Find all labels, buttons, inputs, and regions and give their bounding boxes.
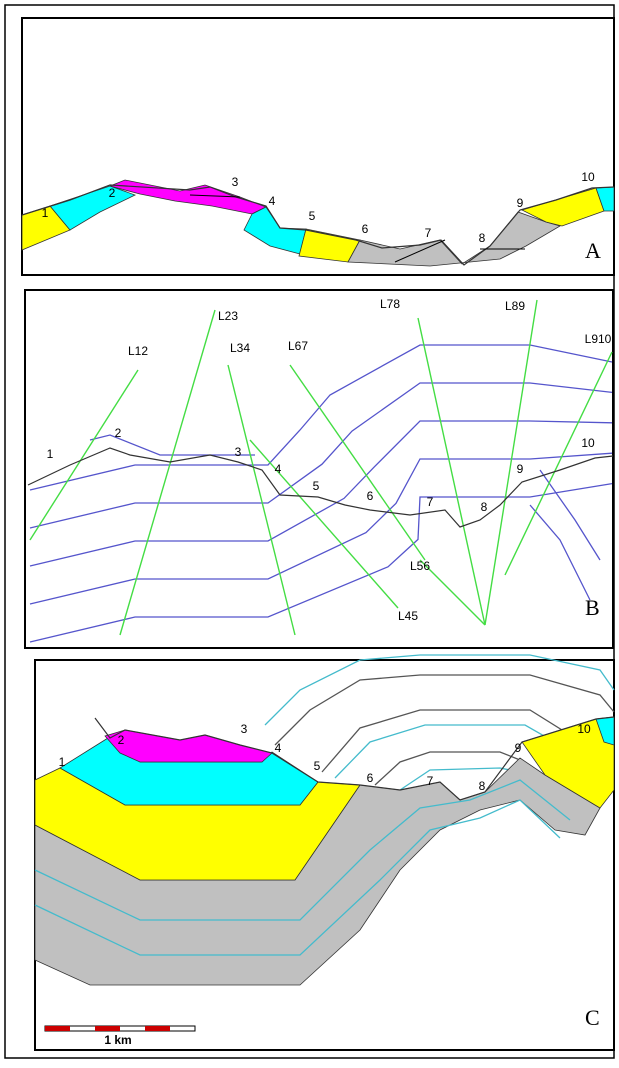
panel-label: A <box>585 238 601 263</box>
point-label: 1 <box>59 755 66 769</box>
figure: A 1 2 3 4 5 6 7 8 9 10 B 1 2 3 4 5 6 7 8 9 10 L12 L23 L34 L67 L78 L… <box>0 0 619 1063</box>
line-label: L12 <box>128 344 148 358</box>
point-label: 4 <box>275 462 282 476</box>
scale-bar-segment <box>145 1026 170 1031</box>
line-label: L89 <box>505 299 525 313</box>
scale-label: 1 km <box>104 1033 131 1047</box>
point-label: 2 <box>109 186 116 200</box>
scale-bar-segment <box>45 1026 70 1031</box>
panel-label: B <box>585 595 600 620</box>
point-label: 6 <box>362 222 369 236</box>
point-label: 9 <box>517 462 524 476</box>
page: {"panels": [ {"label": "A", "points": ["… <box>0 0 619 1063</box>
line-label: L45 <box>398 609 418 623</box>
panel-c <box>35 655 614 1050</box>
point-label: 7 <box>427 774 434 788</box>
scale-bar-segment <box>95 1026 120 1031</box>
point-label: 8 <box>481 500 488 514</box>
point-label: 3 <box>235 445 242 459</box>
panel-frame <box>25 290 613 648</box>
scale-bar <box>45 1026 195 1031</box>
point-label: 3 <box>241 722 248 736</box>
line-label: L910 <box>585 332 612 346</box>
line-label: L67 <box>288 339 308 353</box>
point-label: 7 <box>427 495 434 509</box>
point-label: 1 <box>42 206 49 220</box>
point-label: 10 <box>581 436 595 450</box>
point-label: 10 <box>577 722 591 736</box>
point-label: 2 <box>118 733 125 747</box>
point-label: 5 <box>309 209 316 223</box>
point-label: 8 <box>479 231 486 245</box>
point-label: 9 <box>517 196 524 210</box>
point-label: 4 <box>269 194 276 208</box>
point-label: 4 <box>275 741 282 755</box>
point-label: 6 <box>367 489 374 503</box>
point-label: 3 <box>232 175 239 189</box>
point-label: 5 <box>313 479 320 493</box>
line-label: L34 <box>230 341 250 355</box>
line-label: L78 <box>380 297 400 311</box>
line-label: L23 <box>218 309 238 323</box>
point-label: 9 <box>515 741 522 755</box>
line-label: L56 <box>410 559 430 573</box>
panel-a <box>22 18 614 275</box>
point-label: 5 <box>314 759 321 773</box>
point-label: 7 <box>425 226 432 240</box>
point-label: 2 <box>115 426 122 440</box>
point-label: 1 <box>47 447 54 461</box>
point-label: 6 <box>367 771 374 785</box>
panel-label: C <box>585 1005 600 1030</box>
point-label: 10 <box>581 170 595 184</box>
point-label: 8 <box>479 779 486 793</box>
panel-b <box>25 290 613 648</box>
